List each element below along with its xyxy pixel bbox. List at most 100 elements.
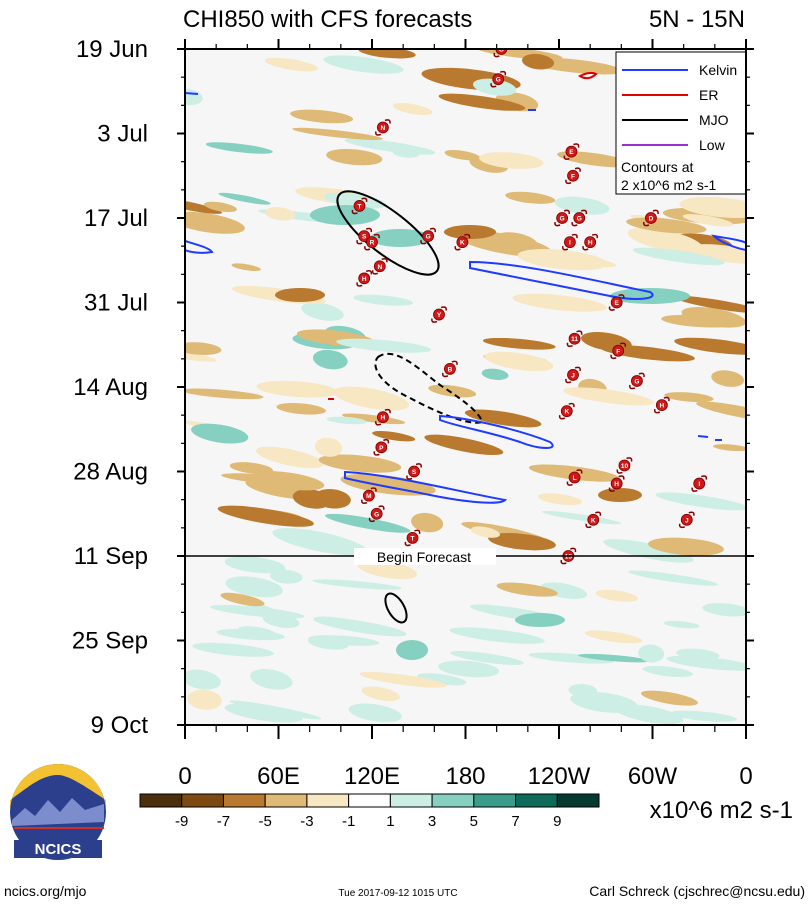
anomaly-patch: [314, 437, 343, 457]
anomaly-patch: [521, 53, 555, 70]
anomaly-patch: [464, 409, 542, 428]
colorbar-swatch: [306, 793, 350, 808]
colorbar-swatch: [264, 793, 308, 808]
cyclone-label: G: [374, 511, 379, 518]
logo-text: NCICS: [35, 841, 82, 858]
cyclone-arms: [360, 487, 377, 504]
cyclone-dot: [366, 236, 378, 249]
cyclone-marker: J: [565, 366, 581, 384]
anomaly-patch: [528, 652, 614, 664]
wave-contours: [185, 71, 746, 624]
cyclone-arms: [563, 143, 580, 160]
anomaly-core: [515, 613, 565, 627]
cyclone-marker: 11: [566, 330, 583, 348]
kelvin-contour-6: [185, 92, 199, 95]
anomaly-patch: [224, 556, 286, 574]
cyclone-dot: [631, 375, 643, 387]
cyclone-label: I: [569, 240, 571, 247]
cyclone-arms: [558, 402, 575, 420]
cyclone-arms: [406, 463, 422, 480]
cyclone-label: R: [370, 240, 375, 247]
cyclone-label: B: [448, 366, 453, 373]
cyclone-label: H: [381, 415, 386, 422]
cyclone-marker: K: [585, 511, 602, 529]
cyclone-dot: [495, 49, 508, 55]
cyclone-label: H: [362, 276, 367, 283]
cyclone-arms: [608, 475, 625, 492]
anomaly-patch: [185, 342, 222, 355]
y-tick-label: 17 Jul: [84, 205, 148, 232]
cyclone-dot: [377, 121, 389, 134]
anomaly-patch: [264, 57, 318, 72]
y-tick-label: 25 Sep: [72, 628, 148, 655]
anomaly-patch: [361, 686, 400, 702]
anomaly-patch: [325, 513, 411, 533]
anomaly-patch: [292, 127, 383, 140]
cyclone-dot: [433, 308, 445, 321]
anomaly-patch: [323, 55, 404, 74]
y-tick-label: 9 Oct: [91, 712, 149, 739]
cyclone-label: H: [614, 481, 619, 488]
cyclone-arms: [431, 306, 447, 323]
anomaly-patch: [661, 314, 735, 328]
anomaly-patch: [679, 197, 746, 218]
cyclone-marker: M: [360, 487, 377, 504]
cyclone-dot: [612, 344, 625, 357]
cyclone-label: F: [571, 173, 575, 180]
anomaly-patch: [711, 370, 745, 387]
cyclone-arms: [565, 366, 581, 384]
legend-contour-note-1: Contours at: [621, 159, 693, 175]
cyclone-label: L: [573, 475, 577, 482]
cyclone-marker: K: [454, 233, 471, 251]
anomaly-patch: [276, 402, 326, 415]
anomaly-patch: [641, 690, 698, 706]
x-tick-label: 0: [739, 763, 752, 790]
cyclone-arms: [691, 475, 708, 492]
cyclone-arms: [356, 270, 373, 287]
cyclone-marker: N: [371, 257, 388, 275]
chart-title: CHI850 with CFS forecasts: [183, 6, 472, 33]
anomaly-patch: [438, 93, 526, 111]
cyclone-dot: [406, 531, 419, 544]
cyclone-label: G: [499, 47, 504, 54]
cyclone-marker: B: [442, 360, 458, 378]
anomaly-patch: [655, 492, 746, 511]
cyclone-label: T: [411, 535, 415, 542]
anomaly-core: [275, 288, 325, 302]
cyclone-dot: [573, 212, 586, 224]
cyclone-dot: [568, 332, 581, 345]
x-tick-label: 180: [445, 763, 485, 790]
cyclone-marker: D: [643, 209, 659, 227]
cyclone-dot: [655, 399, 668, 412]
cyclone-marker: H: [608, 475, 625, 492]
legend-label-low: Low: [699, 137, 726, 153]
anomaly-patch: [301, 302, 344, 321]
anomaly-patch: [250, 669, 293, 690]
colorbar-tick-label: -1: [342, 813, 355, 830]
cyclone-arms: [616, 457, 633, 474]
cyclone-label: J: [685, 517, 689, 524]
cyclone-label: 10: [621, 463, 629, 470]
anomaly-patch: [272, 528, 367, 556]
x-tick-label: 60W: [628, 763, 678, 790]
cyclone-marker: N: [375, 119, 391, 136]
x-tick-label: 120W: [528, 763, 591, 790]
anomaly-patch: [392, 103, 433, 116]
colorbar-tick-label: -5: [259, 813, 272, 830]
anomaly-patch: [217, 505, 314, 527]
cyclone-arms: [643, 209, 659, 227]
anomaly-patch: [482, 337, 556, 350]
anomaly-patch: [348, 703, 402, 723]
mjo-dashed-contour: [374, 352, 484, 424]
cyclone-dot: [645, 212, 657, 224]
cyclone-marker: E: [563, 143, 580, 160]
anomaly-patch: [229, 462, 274, 475]
cyclone-arms: [565, 167, 581, 185]
cyclone-dot: [377, 411, 389, 424]
cyclone-dot: [370, 507, 383, 520]
cyclone-label: G: [426, 234, 431, 241]
cyclone-marker: G: [493, 47, 508, 58]
cyclone-dot: [560, 405, 573, 418]
y-tick-label: 28 Aug: [73, 459, 148, 486]
colorbar-swatch: [139, 793, 183, 808]
